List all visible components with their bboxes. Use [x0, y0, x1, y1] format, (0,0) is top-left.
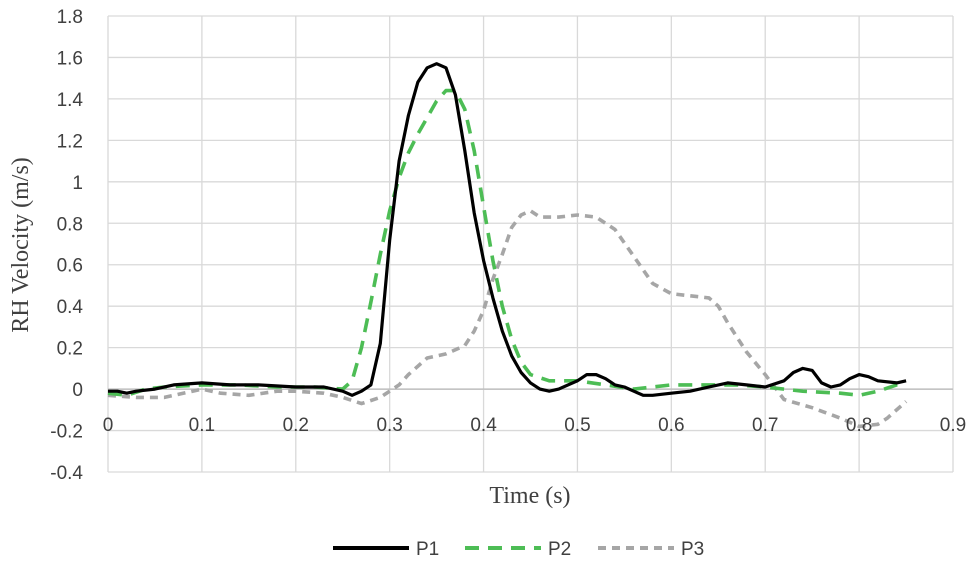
x-tick-label: 0.8 — [846, 415, 872, 436]
y-tick-label: 1.2 — [57, 131, 83, 152]
legend-label-p2: P2 — [548, 539, 571, 560]
y-tick-label: -0.4 — [50, 463, 83, 484]
x-tick-label: 0 — [103, 415, 114, 436]
y-tick-label: 1 — [72, 173, 83, 194]
y-tick-label: 0.4 — [57, 297, 84, 318]
series-line-p3 — [107, 209, 908, 429]
y-tick-label: 0.6 — [57, 256, 83, 277]
legend-label-p1: P1 — [416, 539, 439, 560]
y-tick-label: 0.8 — [57, 214, 83, 235]
legend-label-p3: P3 — [681, 539, 704, 560]
y-tick-label: -0.2 — [50, 422, 83, 443]
series-line-p1 — [108, 62, 907, 397]
x-tick-label: 0.9 — [940, 415, 966, 436]
x-axis-title: Time (s) — [489, 483, 570, 509]
gridlines — [107, 15, 954, 473]
y-tick-label: 1.4 — [57, 90, 84, 111]
series-line-p2 — [107, 88, 907, 398]
y-tick-label: 0.2 — [57, 339, 83, 360]
x-tick-label: 0.7 — [752, 415, 778, 436]
y-tick-labels: -0.4 -0.2 0 0.2 0.4 0.6 0.8 1 1.2 1.4 1.6 1.8 — [50, 7, 83, 484]
x-tick-label: 0.6 — [658, 415, 684, 436]
x-tick-label: 0.5 — [564, 415, 590, 436]
x-tick-label: 0.4 — [470, 415, 497, 436]
y-tick-label: 1.8 — [57, 7, 83, 28]
series-layer — [107, 62, 908, 429]
y-axis-title: RH Velocity (m/s) — [8, 157, 34, 333]
x-tick-label: 0.3 — [376, 415, 402, 436]
y-tick-label: 1.6 — [57, 48, 83, 69]
x-tick-label: 0.1 — [189, 415, 215, 436]
legend: P1 P2 P3 — [333, 539, 704, 560]
x-tick-label: 0.2 — [283, 415, 309, 436]
x-tick-labels: 0 0.1 0.2 0.3 0.4 0.5 0.6 0.7 0.8 0.9 — [103, 415, 967, 436]
y-tick-label: 0 — [72, 380, 83, 401]
